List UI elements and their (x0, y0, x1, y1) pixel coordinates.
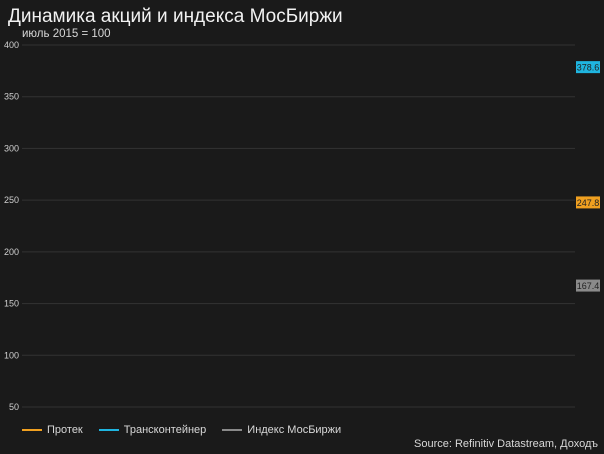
source-note: Source: Refinitiv Datastream, Доходъ (414, 438, 598, 450)
legend-swatch (22, 429, 42, 431)
legend-label: Трансконтейнер (123, 424, 207, 436)
y-tick-label: 100 (4, 350, 19, 360)
legend-label: Протек (47, 424, 83, 436)
y-tick-label: 200 (4, 247, 19, 257)
y-tick-label: 350 (4, 92, 19, 102)
end-value-badge (576, 196, 600, 209)
y-tick-label: 50 (9, 402, 19, 412)
legend-item-moex: Индекс МосБиржи (222, 424, 341, 436)
y-tick-label: 150 (4, 299, 19, 309)
y-tick-label: 250 (4, 195, 19, 205)
legend: Протек Трансконтейнер Индекс МосБиржи (22, 424, 341, 436)
end-value-badge (576, 279, 600, 292)
end-value-badge (576, 61, 600, 74)
end-value-label: 167.4 (577, 281, 600, 291)
legend-item-transcontainer: Трансконтейнер (98, 424, 207, 436)
end-value-label: 247.8 (577, 198, 600, 208)
y-tick-label: 300 (4, 143, 19, 153)
end-value-label: 378.6 (577, 63, 600, 73)
legend-swatch (98, 429, 119, 431)
legend-label: Индекс МосБиржи (247, 424, 342, 436)
legend-item-protek: Протек (22, 424, 83, 436)
y-tick-label: 400 (4, 40, 19, 50)
chart-title: Динамика акций и индекса МосБиржи (8, 6, 343, 27)
chart-subtitle: июль 2015 = 100 (22, 28, 111, 40)
legend-swatch (222, 429, 243, 431)
